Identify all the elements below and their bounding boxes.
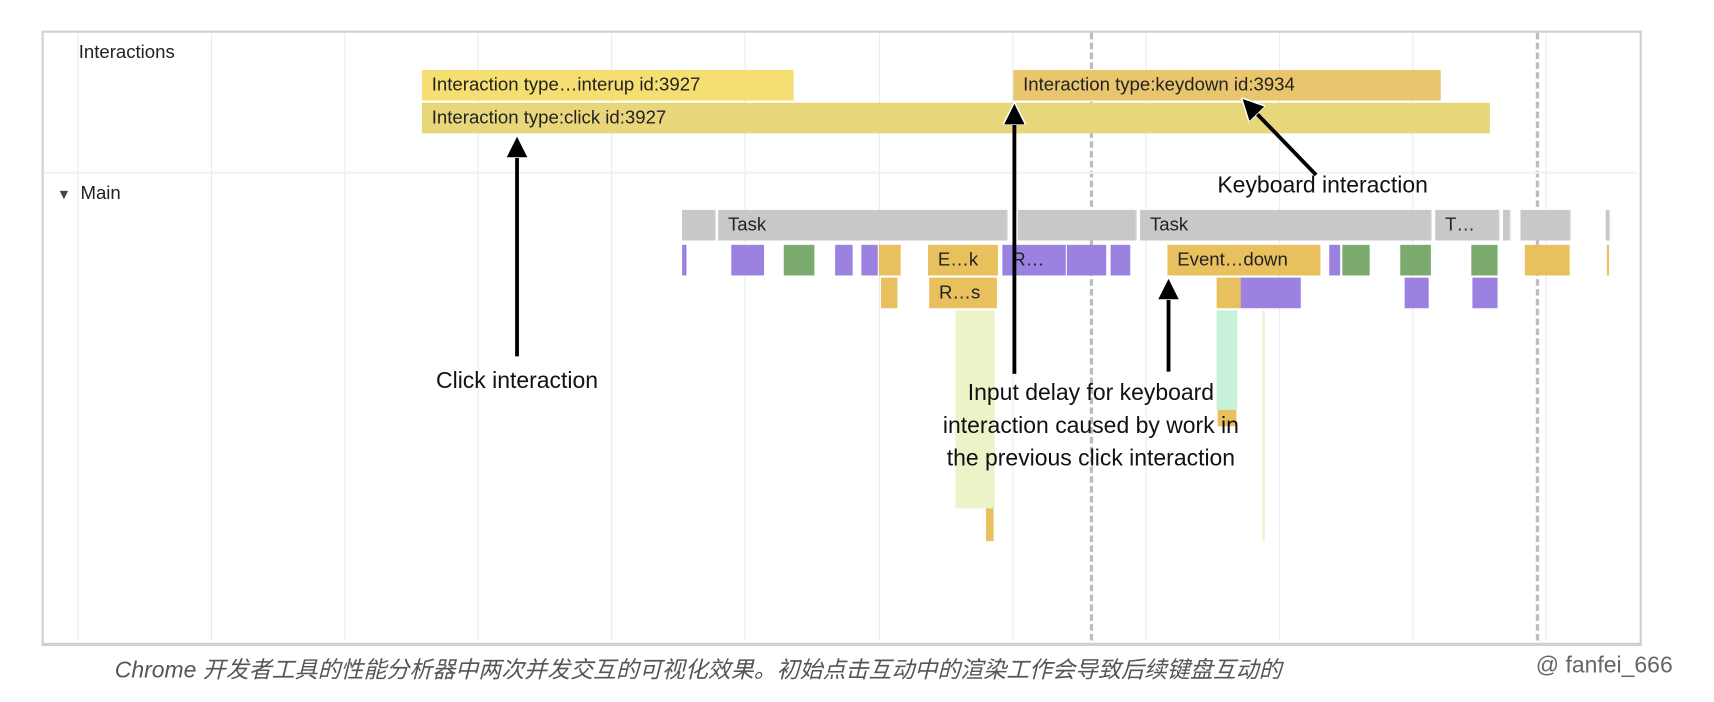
keyboard-arrow xyxy=(1249,106,1316,175)
keyboard-interaction-annotation: Keyboard interaction xyxy=(1186,169,1459,202)
figure-caption: Chrome 开发者工具的性能分析器中两次并发交互的可视化效果。初始点击互动中的… xyxy=(115,653,1282,686)
click-interaction-annotation: Click interaction xyxy=(408,365,627,398)
input-delay-line-1: Input delay for keyboard xyxy=(894,377,1288,410)
input-delay-line-2: interaction caused by work in xyxy=(894,410,1288,443)
input-delay-annotation: Input delay for keyboard interaction cau… xyxy=(894,377,1288,475)
input-delay-line-3: the previous click interaction xyxy=(894,443,1288,476)
watermark: @ fanfei_666 xyxy=(1536,653,1673,679)
